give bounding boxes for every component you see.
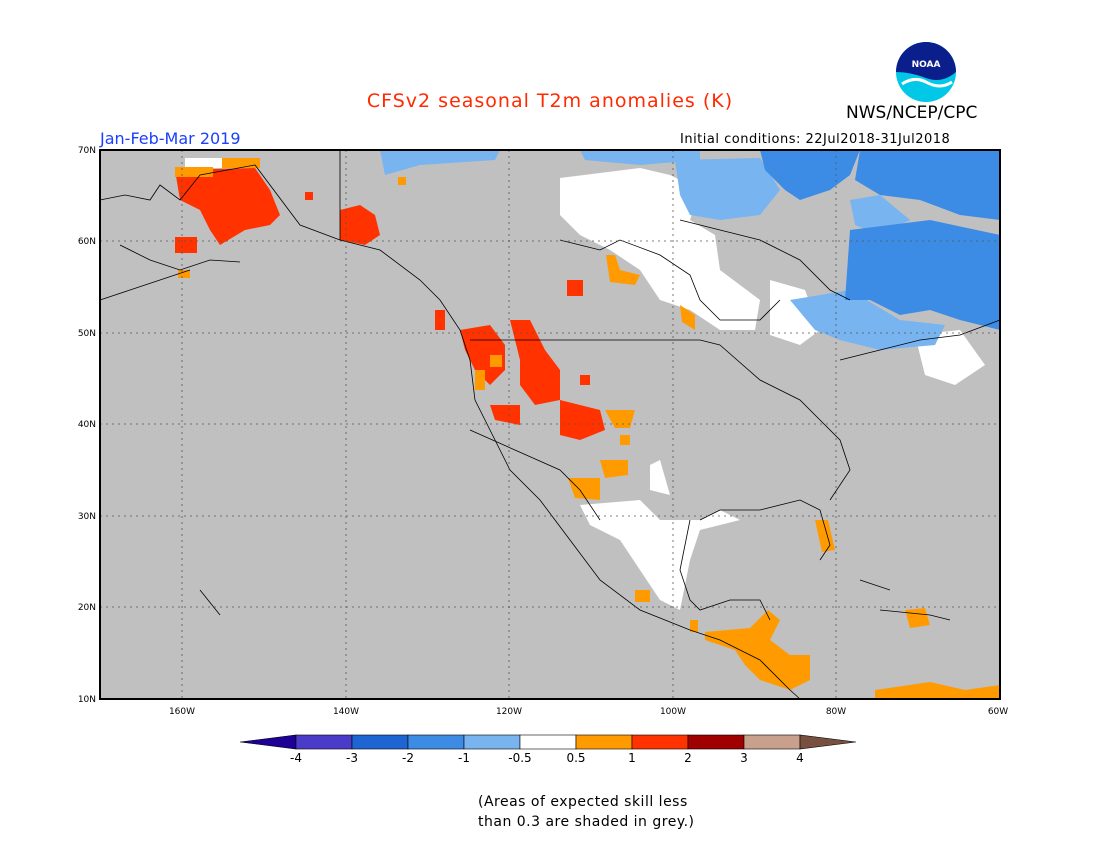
noaa-logo-text: NOAA [912,60,941,70]
colorbar-swatch [519,734,577,750]
colorbar-swatch [631,734,689,750]
near-normal-regions [185,158,985,610]
lat-label: 60N [78,237,96,247]
colorbar-swatch [295,734,353,750]
lon-label: 60W [988,707,1008,717]
colorbar-swatch [743,734,801,750]
lat-label: 10N [78,695,96,705]
colorbar-label: 1 [628,751,636,765]
agency-label: NWS/NCEP/CPC [846,103,978,123]
colorbar-label: -2 [402,751,414,765]
lat-labels: 70N 60N 50N 40N 30N 20N 10N [78,146,96,705]
colorbar-label: -0.5 [508,751,531,765]
colorbar-label: -1 [458,751,470,765]
lat-label: 30N [78,512,96,522]
colorbar-swatches [239,734,857,750]
map-frame [99,149,1001,700]
colorbar-swatch [351,734,409,750]
colorbar: -4 -3 -2 -1 -0.5 0.5 1 2 3 4 [239,734,857,765]
colorbar-label: -4 [290,751,302,765]
lon-label: 100W [660,707,686,717]
lon-label: 80W [826,707,846,717]
colorbar-label: 0.5 [566,751,585,765]
colorbar-swatch [687,734,745,750]
season-label: Jan-Feb-Mar 2019 [100,129,241,148]
footnote: (Areas of expected skill less than 0.3 a… [478,792,695,832]
cold-anomaly-blue [760,150,1000,330]
lon-label: 140W [333,707,359,717]
colorbar-label: 2 [684,751,692,765]
colorbar-swatch [407,734,465,750]
graticule [100,150,1000,699]
warm-anomaly-orange [175,158,1000,699]
noaa-logo: NOAA [896,42,956,102]
map-title: CFSv2 seasonal T2m anomalies (K) [366,90,734,112]
coastlines [99,150,1001,700]
colorbar-labels: -4 -3 -2 -1 -0.5 0.5 1 2 3 4 [290,751,804,765]
warm-anomaly-red [175,168,789,678]
lat-label: 50N [78,329,96,339]
footnote-line: (Areas of expected skill less [478,794,688,810]
colorbar-arrow-high [799,734,857,750]
cold-anomaly-light [380,150,945,350]
colorbar-swatch [463,734,521,750]
lat-label: 20N [78,603,96,613]
colorbar-arrow-low [239,734,297,750]
lon-labels: 160W 140W 120W 100W 80W 60W [169,707,1008,717]
lon-label: 120W [496,707,522,717]
footnote-line: than 0.3 are shaded in grey.) [478,814,695,830]
lat-label: 70N [78,146,96,156]
anomaly-map: 70N 60N 50N 40N 30N 20N 10N 160W 140W 12… [78,146,1008,717]
colorbar-label: 4 [796,751,804,765]
lat-label: 40N [78,420,96,430]
initial-conditions-label: Initial conditions: 22Jul2018-31Jul2018 [680,132,951,147]
lon-label: 160W [169,707,195,717]
colorbar-label: 3 [740,751,748,765]
colorbar-label: -3 [346,751,358,765]
colorbar-swatch [575,734,633,750]
